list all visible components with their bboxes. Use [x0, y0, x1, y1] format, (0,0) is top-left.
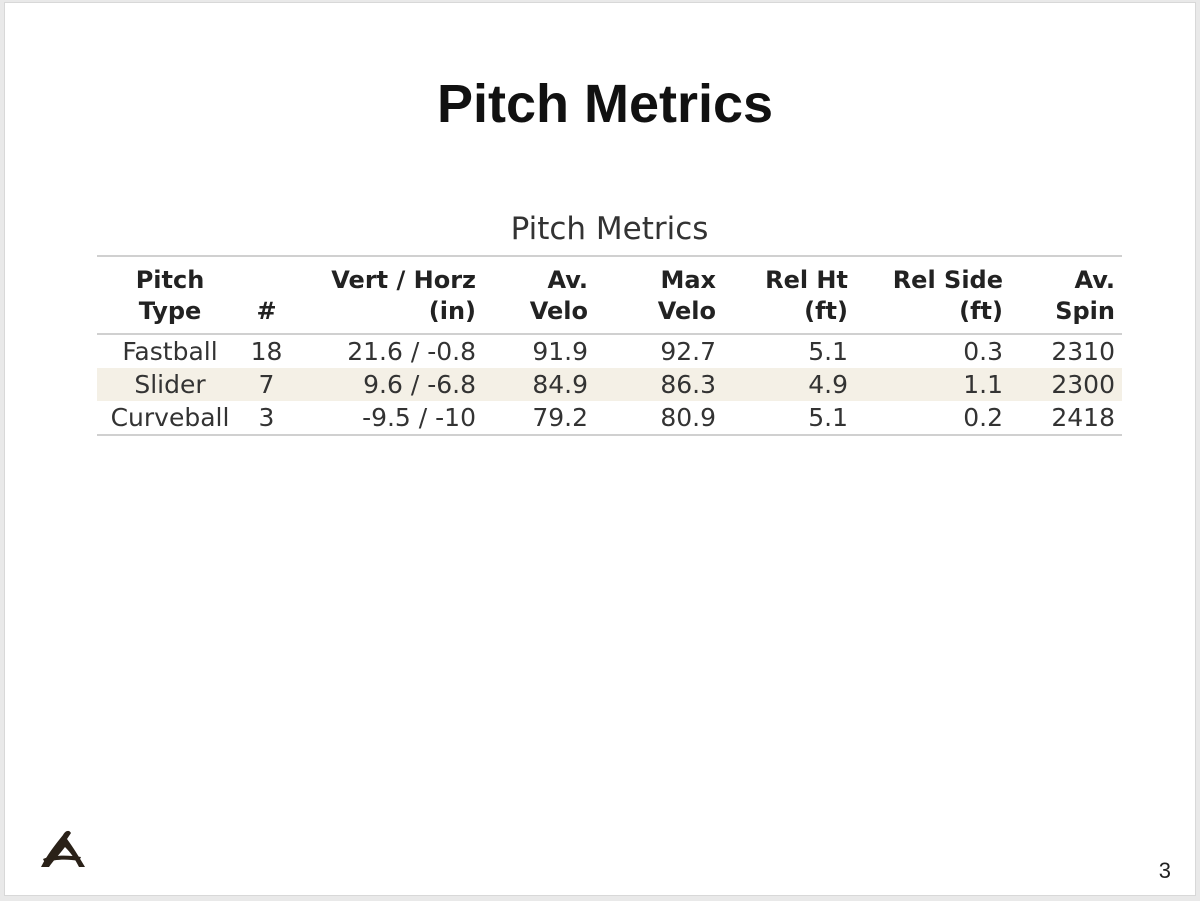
header-row: Pitch Type # Vert / Horz (in) Av. Velo Max Velo R… — [97, 255, 1122, 335]
header-line: Rel Side — [892, 266, 1003, 294]
header-line: Spin — [1055, 297, 1115, 325]
slide: Pitch Metrics Pitch Metrics Pitch Type # Ve… — [4, 2, 1196, 896]
table-cell: 18 — [250, 337, 283, 366]
table-cell: 91.9 — [532, 337, 588, 366]
header-line: Velo — [657, 297, 716, 325]
table-cell: 2418 — [1010, 401, 1122, 436]
header-line: (in) — [428, 297, 476, 325]
table-cell: Curveball — [97, 401, 243, 436]
header-line: Av. — [547, 266, 588, 294]
table-cell: 0.2 — [855, 401, 1010, 436]
header-cell: Av. Spin — [1010, 255, 1122, 335]
header-cell: # — [243, 255, 290, 335]
table-cell: 1.1 — [855, 368, 1010, 401]
header-cell: Pitch Type — [97, 255, 243, 335]
table-cell: 9.6 / -6.8 — [290, 368, 483, 401]
table-cell: 0.3 — [963, 337, 1003, 366]
header-line: # — [256, 297, 277, 325]
header-line: Av. — [1074, 266, 1115, 294]
table-caption: Pitch Metrics — [510, 211, 709, 247]
table-cell: 86.3 — [595, 368, 723, 401]
header-line: Max — [660, 266, 716, 294]
table-cell: 5.1 — [723, 401, 855, 436]
header-line: Pitch — [135, 266, 205, 294]
slide-title: Pitch Metrics — [436, 74, 774, 134]
table-row: Curveball 3 -9.5 / -10 79.2 80.9 5.1 0.2 2418 — [97, 401, 1122, 436]
table-cell: 2310 — [1051, 337, 1115, 366]
header-cell: Rel Ht (ft) — [723, 255, 855, 335]
table-cell: 92.7 — [660, 337, 716, 366]
table-cell: 3 — [243, 401, 290, 436]
table-cell: 21.6 / -0.8 — [347, 337, 476, 366]
metrics-table: Pitch Type # Vert / Horz (in) Av. Velo Max Velo R… — [97, 255, 1122, 436]
header-cell: Max Velo — [595, 255, 723, 335]
header-line: Type — [138, 297, 202, 325]
table-cell: 80.9 — [595, 401, 723, 436]
header-cell: Rel Side (ft) — [855, 255, 1010, 335]
table-cell: -9.5 / -10 — [290, 401, 483, 436]
header-cell: Vert / Horz (in) — [290, 255, 483, 335]
table-cell: 79.2 — [483, 401, 595, 436]
header-line: (ft) — [959, 297, 1003, 325]
header-line: Velo — [529, 297, 588, 325]
table-cell: Fastball — [122, 337, 218, 366]
table-cell: 4.9 — [723, 368, 855, 401]
header-line: Rel Ht — [765, 266, 848, 294]
table-row: Slider 7 9.6 / -6.8 84.9 86.3 4.9 1.1 2300 — [97, 368, 1122, 401]
header-line: (ft) — [804, 297, 848, 325]
header-line: Vert / Horz — [331, 266, 476, 294]
table-cell: 5.1 — [808, 337, 848, 366]
table-cell: Slider — [97, 368, 243, 401]
page-number: 3 — [1158, 858, 1171, 883]
table-cell: 2300 — [1010, 368, 1122, 401]
logo — [41, 830, 85, 867]
table-cell: 7 — [243, 368, 290, 401]
header-cell: Av. Velo — [483, 255, 595, 335]
table-row: Fastball 18 21.6 / -0.8 91.9 92.7 5.1 0.3 2310 — [97, 334, 1122, 368]
table-cell: 84.9 — [483, 368, 595, 401]
